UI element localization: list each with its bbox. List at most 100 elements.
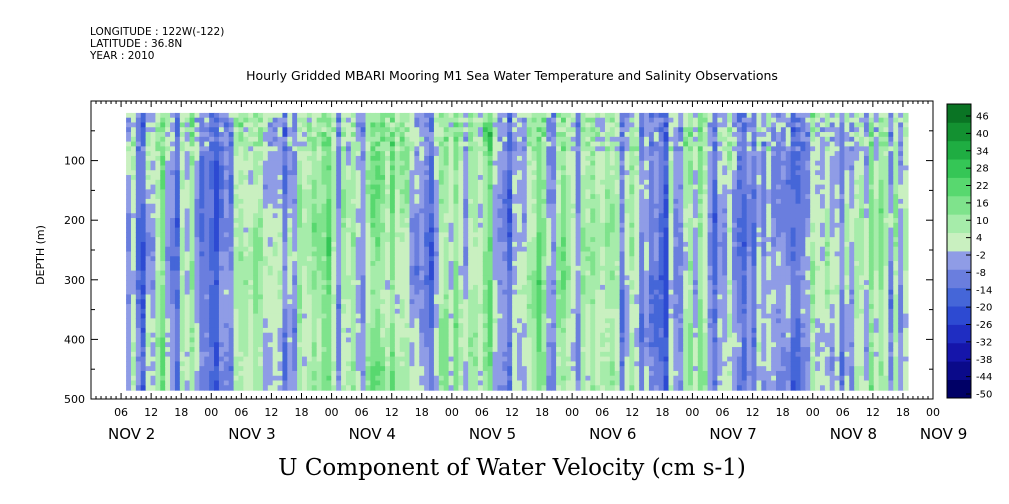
heatmap-cell: [355, 327, 362, 334]
heatmap-cell: [399, 127, 406, 133]
heatmap-cell: [145, 318, 152, 324]
heatmap-cell: [277, 213, 284, 219]
heatmap-cell: [355, 208, 362, 214]
heatmap-cell: [326, 232, 332, 238]
heatmap-cell: [126, 308, 132, 315]
heatmap-cell: [204, 347, 210, 353]
heatmap-cell: [399, 198, 406, 205]
heatmap-cell: [419, 160, 425, 167]
heatmap-cell: [287, 175, 293, 181]
heatmap-cell: [321, 356, 328, 362]
heatmap-cell: [521, 375, 528, 382]
heatmap-cell: [267, 117, 274, 124]
heatmap-cell: [448, 218, 455, 224]
heatmap-cell: [394, 313, 401, 319]
heatmap-cell: [306, 289, 313, 296]
heatmap-cell: [331, 155, 337, 162]
heatmap-cell: [336, 375, 342, 382]
heatmap-cell: [526, 380, 533, 386]
heatmap-cell: [204, 323, 210, 329]
heatmap-cell: [517, 213, 523, 219]
heatmap-cell: [223, 175, 230, 181]
heatmap-cell: [497, 198, 503, 205]
heatmap-cell: [174, 175, 181, 181]
heatmap-cell: [287, 327, 293, 334]
heatmap-cell: [350, 284, 357, 291]
heatmap-cell: [433, 270, 440, 276]
heatmap-cell: [473, 308, 479, 315]
heatmap-cell: [458, 256, 464, 262]
heatmap-cell: [145, 313, 152, 319]
heatmap-cell: [389, 337, 396, 343]
heatmap-cell: [326, 375, 332, 382]
heatmap-cell: [316, 294, 323, 300]
heatmap-cell: [526, 194, 533, 200]
heatmap-cell: [429, 308, 435, 315]
heatmap-cell: [272, 194, 279, 200]
heatmap-cell: [243, 146, 249, 152]
heatmap-cell: [458, 227, 464, 233]
heatmap-cell: [165, 347, 171, 353]
heatmap-cell: [326, 332, 332, 339]
heatmap-cell: [272, 318, 279, 324]
heatmap-cell: [375, 160, 381, 167]
heatmap-cell: [287, 222, 293, 229]
heatmap-cell: [321, 323, 328, 329]
heatmap-cell: [414, 332, 420, 339]
heatmap-cell: [287, 227, 293, 233]
heatmap-cell: [521, 261, 528, 267]
heatmap-cell: [316, 165, 323, 171]
heatmap-cell: [341, 222, 347, 229]
heatmap-cell: [253, 218, 259, 224]
heatmap-cell: [438, 380, 445, 386]
heatmap-cell: [248, 280, 254, 286]
heatmap-cell: [331, 332, 337, 339]
heatmap-cell: [531, 366, 538, 372]
heatmap-cell: [174, 256, 181, 262]
heatmap-cell: [150, 318, 157, 324]
heatmap-cell: [214, 146, 220, 152]
heatmap-cell: [468, 294, 474, 300]
heatmap-cell: [468, 189, 474, 195]
heatmap-cell: [174, 112, 181, 119]
heatmap-cell: [160, 356, 166, 362]
heatmap-cell: [189, 232, 196, 238]
heatmap-cell: [160, 337, 166, 343]
heatmap-cell: [389, 136, 396, 143]
heatmap-cell: [199, 342, 205, 348]
heatmap-cell: [223, 198, 230, 205]
heatmap-cell: [448, 237, 455, 243]
heatmap-cell: [331, 327, 337, 334]
heatmap-cell: [531, 175, 538, 181]
heatmap-cell: [468, 265, 474, 272]
heatmap-cell: [453, 375, 459, 382]
heatmap-cell: [277, 218, 284, 224]
heatmap-cell: [443, 337, 450, 343]
heatmap-cell: [228, 136, 235, 143]
heatmap-cell: [253, 327, 259, 334]
heatmap-cell: [165, 184, 171, 190]
heatmap-cell: [414, 304, 420, 310]
heatmap-cell: [370, 294, 376, 300]
heatmap-cell: [536, 189, 543, 195]
heatmap-cell: [394, 198, 401, 205]
heatmap-cell: [262, 265, 269, 272]
heatmap-cell: [243, 136, 249, 143]
heatmap-cell: [443, 256, 450, 262]
heatmap-cell: [336, 189, 342, 195]
heatmap-cell: [189, 327, 196, 334]
heatmap-cell: [326, 313, 332, 319]
heatmap-cell: [365, 218, 372, 224]
heatmap-cell: [409, 294, 415, 300]
heatmap-cell: [473, 289, 479, 296]
heatmap-cell: [258, 356, 264, 362]
heatmap-cell: [404, 136, 411, 143]
heatmap-cell: [126, 117, 132, 124]
heatmap-cell: [326, 122, 332, 128]
heatmap-cell: [302, 299, 308, 305]
heatmap-cell: [365, 241, 372, 248]
heatmap-cell: [492, 184, 499, 190]
heatmap-cell: [473, 313, 479, 319]
heatmap-cell: [321, 318, 328, 324]
heatmap-cell: [267, 203, 274, 210]
